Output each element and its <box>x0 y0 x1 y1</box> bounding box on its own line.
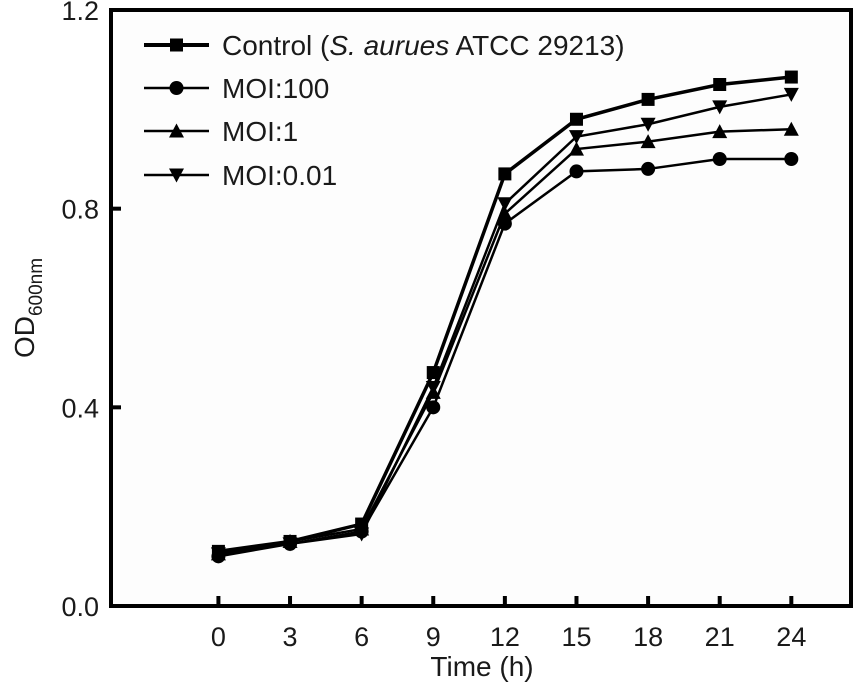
data-point <box>641 92 655 106</box>
legend-label: Control (S. aurues ATCC 29213) <box>222 30 625 61</box>
legend-item: Control (S. aurues ATCC 29213) <box>144 30 625 61</box>
y-tick-label: 0.8 <box>61 195 99 225</box>
legend-label-part: Control ( <box>222 30 330 61</box>
data-point <box>569 112 583 126</box>
x-tick-label: 9 <box>426 622 441 652</box>
data-point <box>498 167 512 181</box>
data-point <box>355 517 369 531</box>
legend: Control (S. aurues ATCC 29213) MOI:100 MOI… <box>144 30 625 191</box>
legend-label-part: MOI:1 <box>222 116 298 147</box>
data-point <box>784 70 798 84</box>
x-tick-label: 18 <box>633 622 663 652</box>
data-point <box>784 152 799 166</box>
data-point <box>568 141 584 156</box>
legend-label: MOI:1 <box>222 116 298 147</box>
data-point <box>641 161 656 176</box>
legend-label-part: MOI:0.01 <box>222 160 337 191</box>
x-tick-label: 12 <box>490 622 520 652</box>
x-tick-label: 6 <box>354 622 369 652</box>
x-tick-label: 3 <box>283 622 298 652</box>
legend-marker-circle-icon <box>169 81 184 95</box>
data-point <box>713 78 727 91</box>
data-point <box>426 400 441 415</box>
data-point <box>783 121 799 136</box>
y-axis-title: OD600nm <box>9 258 47 358</box>
legend-marker-square-icon <box>170 38 183 52</box>
data-point <box>569 164 584 179</box>
legend-label: MOI:100 <box>222 73 329 104</box>
data-point <box>354 527 370 542</box>
series-layer <box>210 70 799 564</box>
legend-marker-triangle-down-icon <box>169 168 184 183</box>
data-point <box>497 197 513 212</box>
data-point <box>211 544 225 558</box>
x-tick-label: 21 <box>705 622 735 652</box>
legend-label-part: S. aurues <box>329 30 449 61</box>
data-point <box>568 130 584 145</box>
x-tick-label: 0 <box>211 622 226 652</box>
data-point <box>283 534 297 548</box>
y-tick-label: 0.4 <box>61 393 99 423</box>
legend-item: MOI:100 <box>144 73 329 104</box>
y-axis: 0.0 0.4 0.8 1.2 <box>61 0 121 622</box>
legend-label: MOI:0.01 <box>222 160 337 191</box>
x-tick-label: 15 <box>561 622 591 652</box>
y-tick-label: 0.0 <box>61 592 99 622</box>
data-point <box>426 366 440 380</box>
y-axis-title-subscript: 600nm <box>26 258 47 316</box>
x-tick-label: 24 <box>776 622 806 652</box>
x-axis-title: Time (h) <box>430 651 533 682</box>
series-control <box>211 70 798 558</box>
legend-item: MOI:1 <box>144 116 298 147</box>
data-point <box>712 124 728 139</box>
data-point <box>783 87 799 102</box>
y-axis-title-main: OD <box>9 316 40 358</box>
legend-marker-triangle-up-icon <box>169 123 184 138</box>
y-tick-label: 1.2 <box>61 0 99 26</box>
legend-item: MOI:0.01 <box>144 160 337 191</box>
legend-label-part: ATCC 29213) <box>449 30 624 61</box>
data-point <box>640 134 656 149</box>
data-point <box>712 100 728 115</box>
data-point <box>712 152 727 166</box>
legend-label-part: MOI:100 <box>222 73 329 104</box>
data-point <box>640 117 656 132</box>
plot-frame <box>109 8 853 608</box>
x-axis: 0 3 6 9 12 15 18 21 24 <box>211 596 806 652</box>
